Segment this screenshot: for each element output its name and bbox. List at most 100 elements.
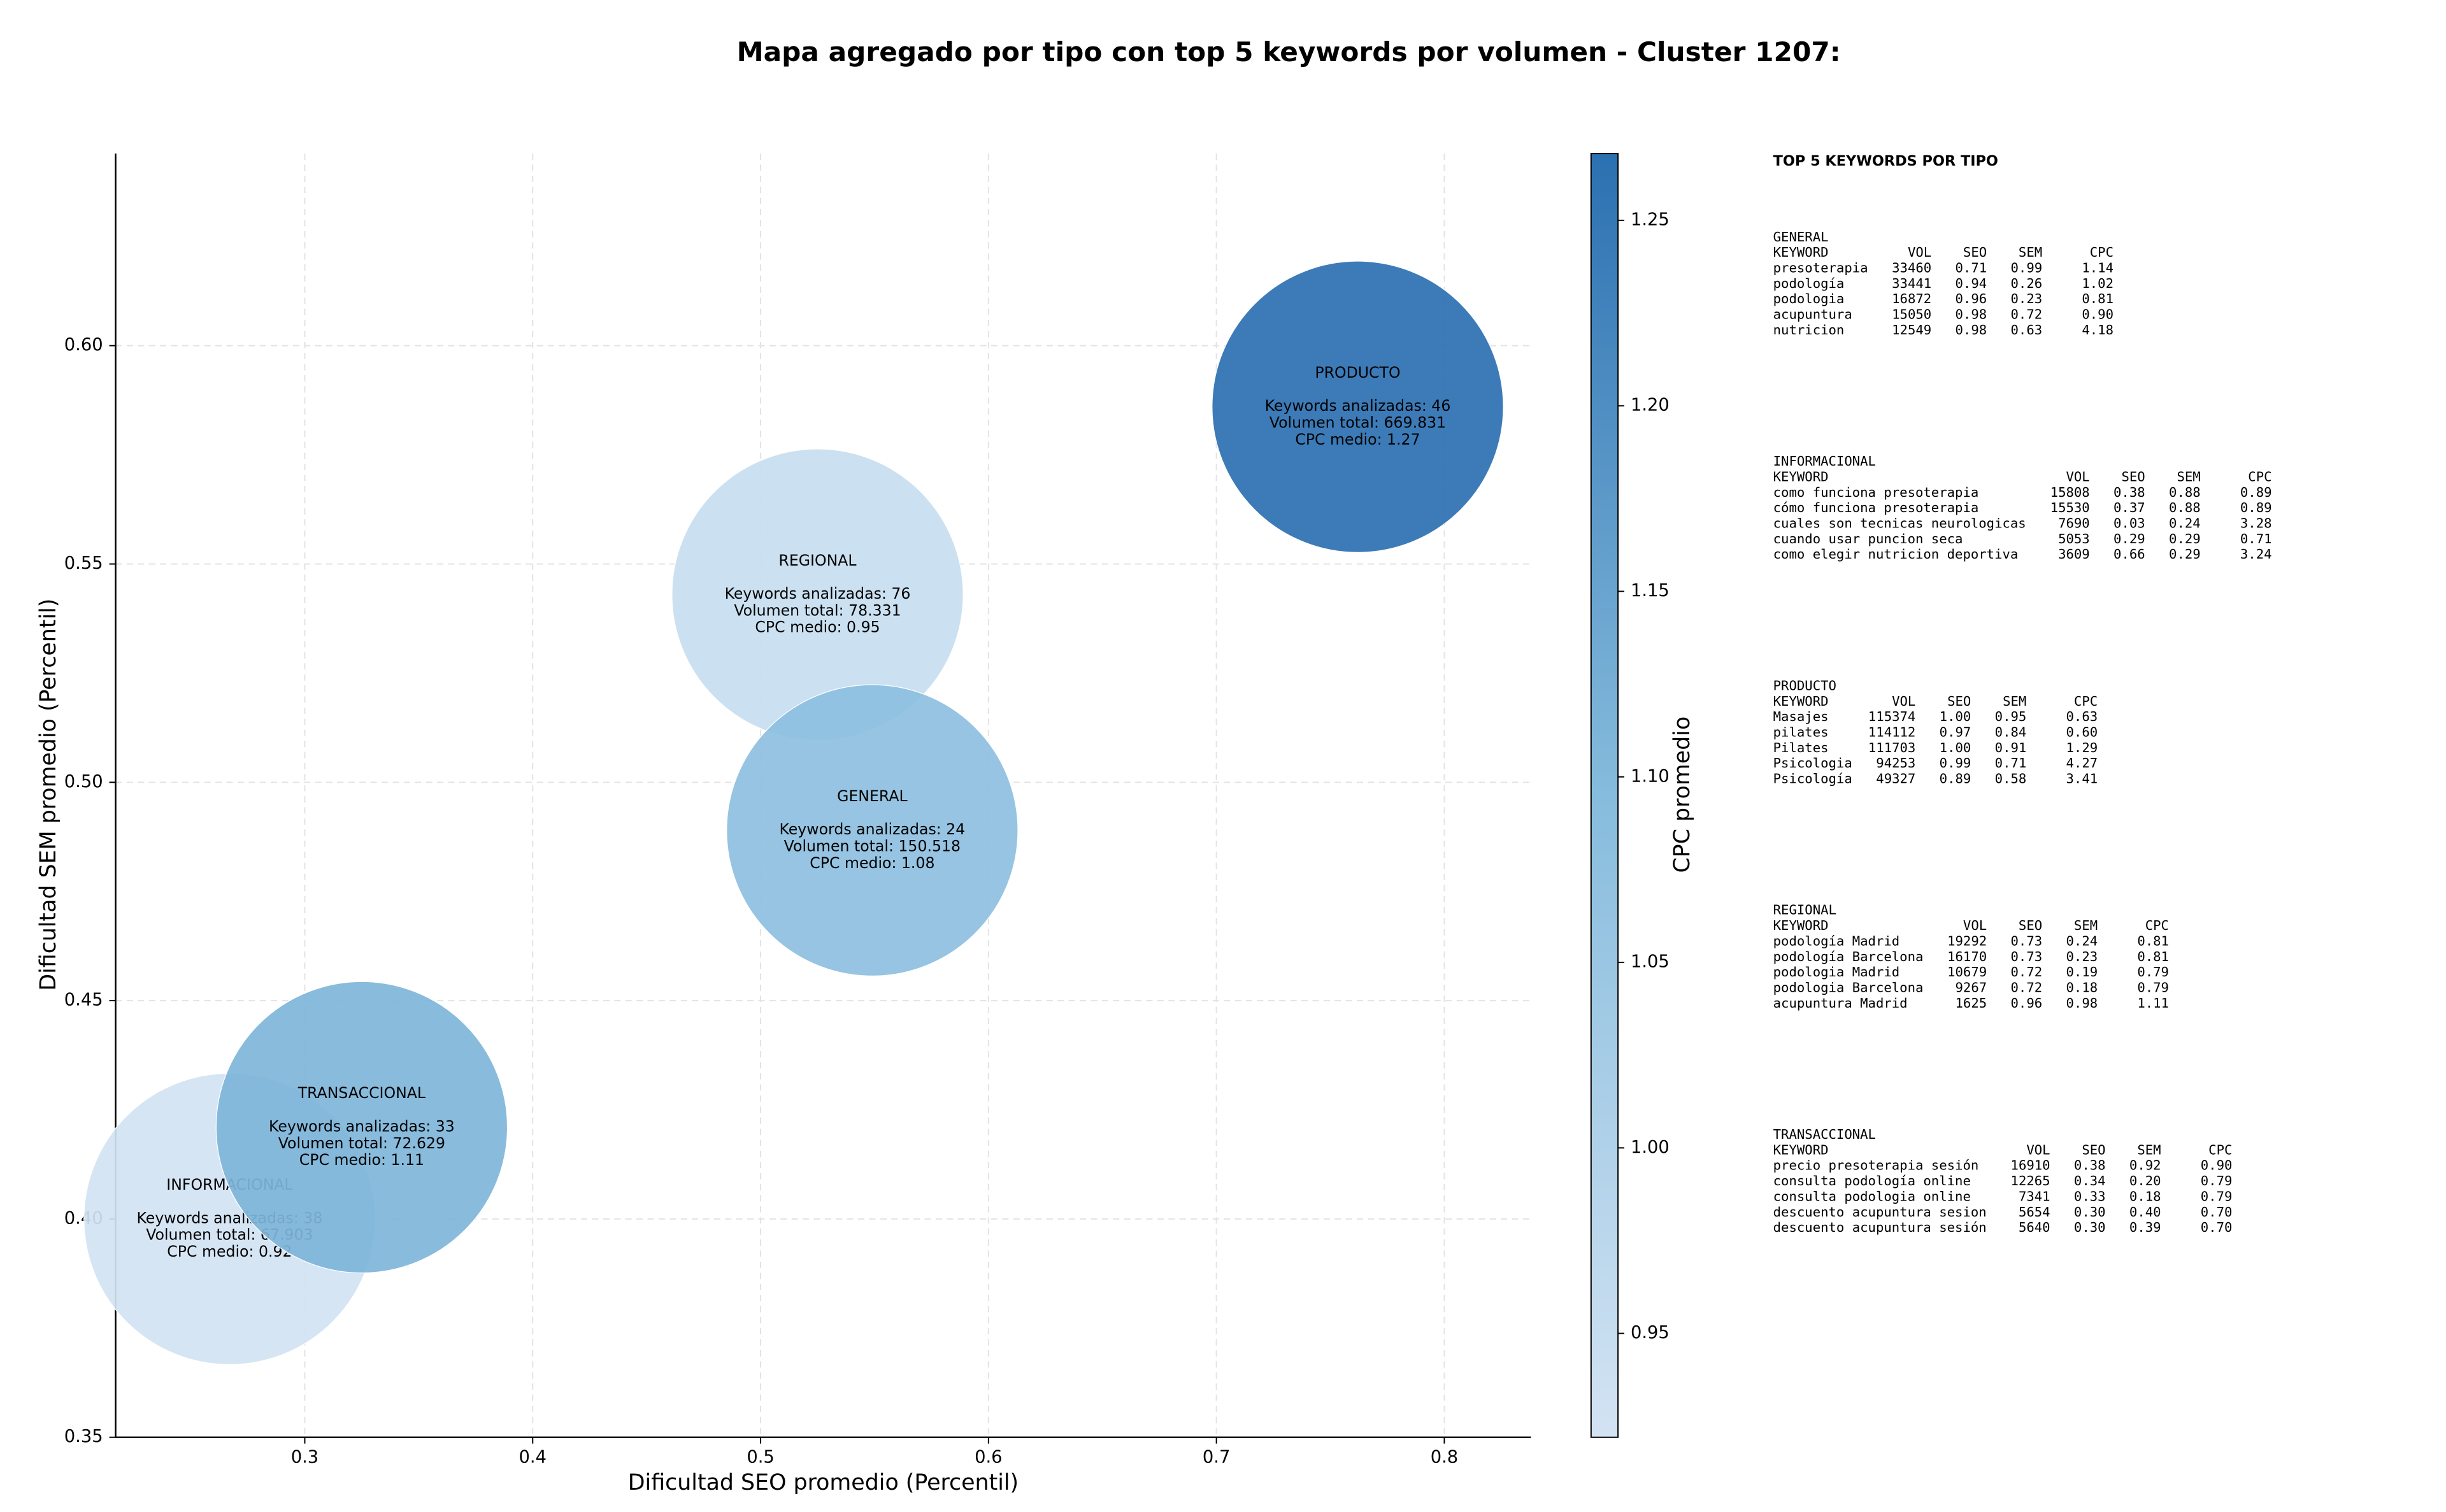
table-cell: pilates [1773,724,1829,739]
table-header: CPC [2248,469,2271,484]
table-cell: 0.99 [2011,260,2043,276]
table-cell: 0.81 [2137,933,2169,948]
bubble-annotation: CPC medio: 1.27 [1295,431,1420,448]
table-header: CPC [2074,694,2098,709]
bubble-name: GENERAL [837,787,908,805]
table-cell: consulta podologia online [1773,1188,1971,1204]
table-header: KEYWORD [1773,918,1829,933]
bubble-annotation: Keywords analizadas: 46 [1265,397,1451,415]
table-cell: cuales son tecnicas neurologicas [1773,516,2026,531]
x-tick-label: 0.5 [747,1448,774,1467]
table-cell: 15530 [2050,500,2090,515]
table-cell: 0.72 [2011,307,2043,322]
table-header: SEO [1947,694,1971,709]
table-cell: 0.92 [2129,1158,2161,1173]
bubble-annotation: CPC medio: 1.11 [299,1151,424,1169]
table-cell: 0.99 [1940,755,1971,771]
table-header: SEM [2003,694,2026,709]
table-cell: 0.90 [2082,307,2113,322]
table-cell: 16910 [2011,1158,2050,1173]
x-tick-label: 0.8 [1431,1448,1458,1467]
table-cell: 0.70 [2201,1204,2233,1220]
table-cell: cómo funciona presoterapia [1773,500,1979,515]
table-cell: 15050 [1892,307,1931,322]
table-cell: 0.19 [2066,964,2098,980]
section-name: TRANSACCIONAL [1773,1127,1876,1142]
table-cell: 0.81 [2137,949,2169,964]
section-name: PRODUCTO [1773,678,1836,693]
table-cell: 0.63 [2011,322,2043,338]
table-cell: 0.40 [2129,1204,2161,1220]
table-cell: 0.72 [2011,980,2043,995]
bubble-annotation: CPC medio: 1.08 [810,854,934,872]
table-cell: cuando usar puncion seca [1773,531,1963,546]
table-header: SEM [2177,469,2200,484]
colorbar-tick-label: 1.05 [1631,952,1670,972]
bubble-annotation: Volumen total: 72.629 [278,1134,445,1152]
table-cell: 0.88 [2169,485,2201,500]
table-cell: 0.71 [1995,755,2027,771]
table-header: KEYWORD [1773,469,1829,484]
table-cell: 0.26 [2011,276,2043,291]
table-cell: 0.81 [2082,291,2113,306]
table-cell: podologia [1773,291,1845,306]
bubble-annotation: CPC medio: 0.95 [755,618,880,636]
bubble-annotation: Volumen total: 150.518 [784,838,961,855]
table-header: SEM [2019,245,2042,260]
bubble-annotation: Volumen total: 78.331 [734,601,901,619]
table-header: SEM [2137,1142,2161,1157]
table-cell: 0.38 [2074,1158,2106,1173]
colorbar-tick-label: 1.00 [1631,1138,1670,1157]
bubble-annotation: Volumen total: 669.831 [1269,414,1446,432]
y-tick-label: 0.50 [64,772,103,792]
table-cell: 0.30 [2074,1204,2106,1220]
bubble-name: TRANSACCIONAL [297,1084,426,1102]
bubble-annotation: CPC medio: 0.92 [167,1243,292,1260]
table-cell: 0.89 [1940,771,1971,787]
table-cell: 9267 [1956,980,1987,995]
table-cell: 12549 [1892,322,1931,338]
table-cell: 0.03 [2113,516,2145,531]
bubble-annotation: Keywords analizadas: 76 [725,585,911,603]
chart-title: Mapa agregado por tipo con top 5 keyword… [737,36,1841,68]
table-cell: podología [1773,276,1845,291]
x-tick-label: 0.7 [1203,1448,1230,1467]
section-name: INFORMACIONAL [1773,453,1876,469]
colorbar-tick-label: 0.95 [1631,1323,1670,1343]
table-header: CPC [2090,245,2113,260]
table-cell: 0.73 [2011,949,2043,964]
table-cell: 49327 [1876,771,1915,787]
table-cell: Pilates [1773,740,1829,755]
table-cell: 3.41 [2066,771,2098,787]
y-tick-label: 0.45 [64,990,103,1010]
table-header: SEM [2074,918,2098,933]
bubble-name: REGIONAL [778,552,857,569]
table-header: KEYWORD [1773,245,1829,260]
table-cell: 0.24 [2066,933,2098,948]
colorbar [1590,153,1619,1438]
table-header: VOL [1963,918,1987,933]
table-cell: 0.84 [1995,724,2027,739]
bubble [726,684,1019,977]
table-cell: 7341 [2019,1188,2050,1204]
y-tick-label: 0.55 [64,553,103,573]
table-cell: como elegir nutricion deportiva [1773,546,2019,562]
table-cell: 5654 [2019,1204,2050,1220]
table-cell: 0.97 [1940,724,1971,739]
x-tick-label: 0.4 [519,1448,547,1467]
colorbar-tick-label: 1.25 [1631,210,1670,229]
table-cell: 0.98 [1956,322,1987,338]
table-cell: Masajes [1773,709,1829,724]
table-cell: 0.18 [2129,1188,2161,1204]
table-cell: 0.96 [2011,995,2043,1011]
table-header: CPC [2208,1142,2232,1157]
table-header: VOL [2026,1142,2050,1157]
x-axis-label: Dificultad SEO promedio (Percentil) [628,1470,1019,1495]
table-header: SEO [2082,1142,2105,1157]
table-cell: 0.34 [2074,1173,2106,1188]
x-tick-label: 0.6 [975,1448,1002,1467]
